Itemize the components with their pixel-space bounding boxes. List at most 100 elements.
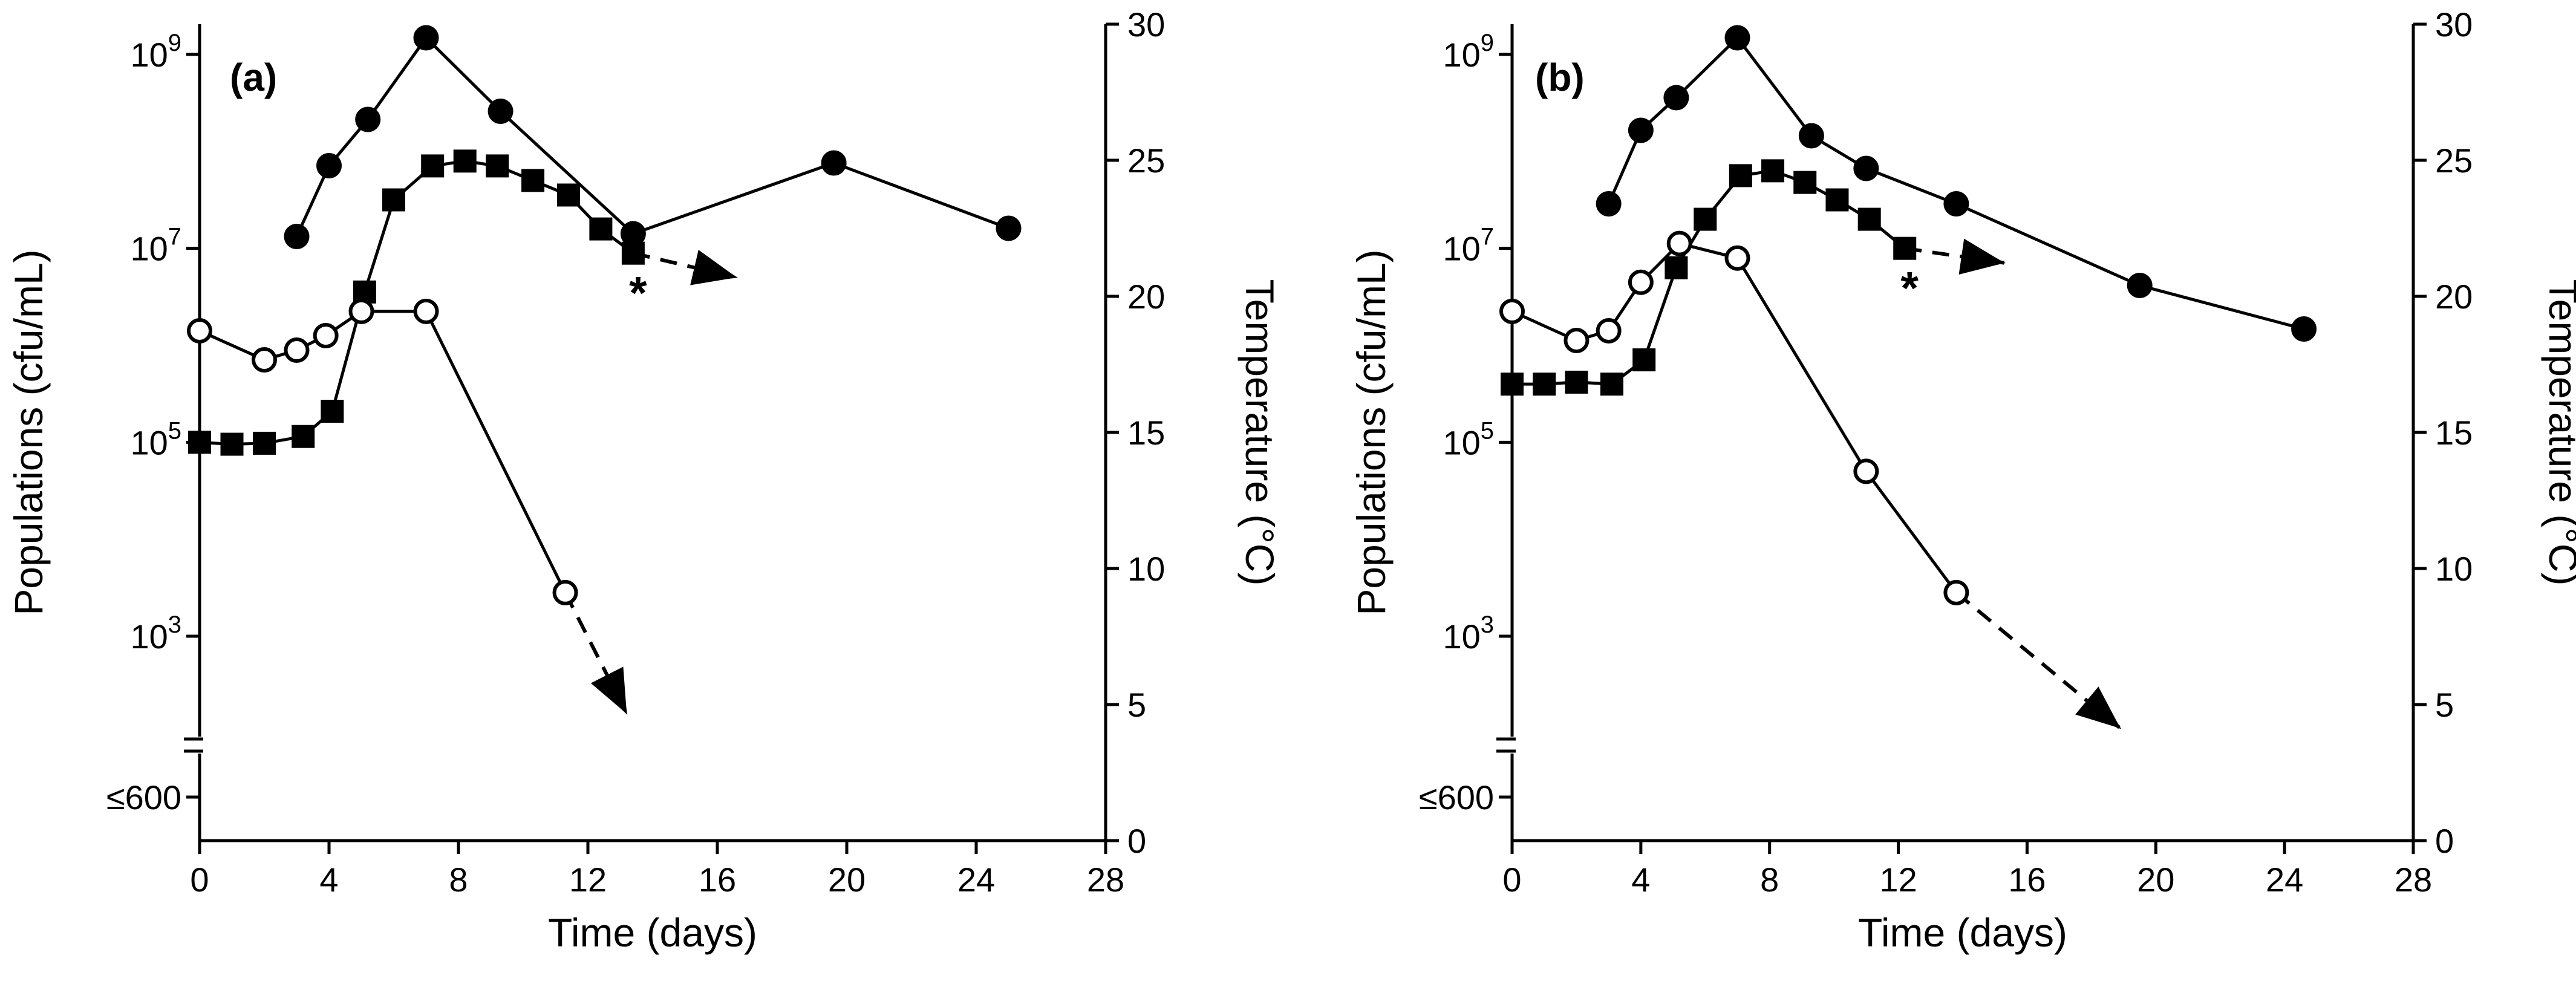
data-point [421, 154, 445, 178]
data-point [220, 432, 244, 456]
x-tick-label: 8 [449, 861, 468, 899]
y2-tick-label: 5 [1127, 686, 1146, 724]
x-tick-label: 16 [699, 861, 736, 899]
y-floor-label: ≤600 [106, 778, 181, 816]
data-point [413, 25, 439, 51]
y-tick-label: 107 [1443, 224, 1494, 268]
data-point [316, 153, 342, 178]
data-point [1501, 373, 1524, 396]
data-point [382, 188, 405, 212]
y2-tick-label: 30 [2435, 5, 2473, 44]
data-point [187, 318, 212, 344]
y2-tick-label: 15 [2435, 414, 2473, 452]
data-point [1628, 269, 1654, 295]
x-tick-label: 20 [828, 861, 866, 899]
data-point [1596, 191, 1622, 217]
data-point [1666, 230, 1692, 256]
data-point [552, 579, 578, 605]
x-tick-label: 28 [2395, 861, 2432, 899]
series-filled-square: * [1501, 159, 2006, 396]
data-point [292, 425, 315, 448]
x-tick-label: 0 [190, 861, 209, 899]
data-point [313, 322, 339, 348]
data-point [1724, 25, 1750, 51]
data-point [1665, 256, 1688, 279]
series-open-circle [187, 298, 628, 715]
data-point [621, 241, 645, 265]
significance-star: * [629, 268, 647, 319]
data-point [355, 106, 381, 132]
y2-tick-label: 0 [2435, 822, 2454, 860]
series-filled-circle [1596, 25, 2317, 342]
data-point [1663, 85, 1689, 111]
x-axis-title: Time (days) [548, 910, 757, 955]
x-tick-label: 0 [1502, 861, 1521, 899]
x-tick-label: 24 [957, 861, 995, 899]
series-line [1511, 241, 1958, 594]
data-point [589, 217, 613, 241]
data-point [284, 224, 310, 249]
data-point [1533, 373, 1556, 396]
data-point [321, 400, 344, 423]
data-point [1499, 298, 1525, 324]
data-point [1798, 123, 1824, 149]
arrowhead [590, 666, 627, 714]
data-point [1853, 155, 1879, 181]
y-tick-label: 109 [130, 30, 181, 74]
y-tick-label: 105 [1443, 417, 1494, 461]
data-point [253, 431, 276, 455]
data-point [1694, 207, 1717, 231]
data-point [1793, 171, 1817, 194]
y2-tick-label: 30 [1127, 5, 1165, 44]
chart-panel-b: 0 4 8 12 16 20 24 28 103 105 107 109 ≤600 0 5 10 15 20 25 3… [1349, 5, 2576, 955]
x-tick-label: 8 [1760, 861, 1779, 899]
y-tick-label: 103 [130, 611, 181, 656]
data-point [521, 169, 545, 192]
series-line [1607, 35, 2304, 331]
data-point [1943, 579, 1969, 605]
data-point [1565, 370, 1588, 394]
x-tick-label: 4 [319, 861, 338, 899]
data-point [1729, 164, 1752, 187]
y2-axis-title: Temperature (°C) [1237, 279, 1282, 586]
y-tick-label: 109 [1443, 30, 1494, 74]
significance-star: * [1900, 263, 1919, 314]
x-tick-label: 28 [1087, 861, 1124, 899]
y-floor-label: ≤600 [1419, 778, 1494, 816]
series-filled-circle [284, 25, 1022, 249]
arrowhead [1958, 238, 2005, 275]
data-point [556, 183, 580, 207]
y-tick-label: 103 [1443, 611, 1494, 656]
data-point [2291, 316, 2317, 342]
x-tick-label: 16 [2008, 861, 2046, 899]
y2-tick-label: 0 [1127, 822, 1146, 860]
axes-a: 0 4 8 12 16 20 24 28 103 105 107 109 ≤600 0 5 10 15 20 25 3… [6, 5, 1282, 955]
data-point [1724, 245, 1750, 271]
y2-tick-label: 20 [1127, 278, 1165, 316]
data-point [1857, 207, 1881, 231]
data-point [188, 431, 211, 454]
data-point [252, 347, 277, 373]
data-point [1761, 159, 1785, 183]
y-tick-label: 105 [130, 417, 181, 461]
x-tick-label: 12 [1879, 861, 1917, 899]
y2-tick-label: 10 [2435, 550, 2473, 588]
y2-tick-label: 25 [2435, 142, 2473, 180]
data-point [486, 154, 509, 178]
x-tick-label: 20 [2137, 861, 2174, 899]
panel-label: (b) [1535, 56, 1585, 99]
y2-tick-label: 5 [2435, 686, 2454, 724]
y-axis-title: Populations (cfu/mL) [6, 249, 51, 615]
x-axis-title: Time (days) [1858, 910, 2067, 955]
y2-axis-title: Temperature (°C) [2541, 279, 2576, 586]
y-tick-label: 107 [130, 224, 181, 268]
data-point [1596, 318, 1622, 344]
data-point [487, 99, 514, 124]
data-point [1853, 458, 1879, 484]
data-point [413, 298, 439, 324]
data-point [2127, 273, 2153, 298]
data-point [1825, 188, 1849, 212]
x-tick-label: 12 [569, 861, 607, 899]
axes-b: 0 4 8 12 16 20 24 28 103 105 107 109 ≤600 0 5 10 15 20 25 3… [1349, 5, 2576, 955]
